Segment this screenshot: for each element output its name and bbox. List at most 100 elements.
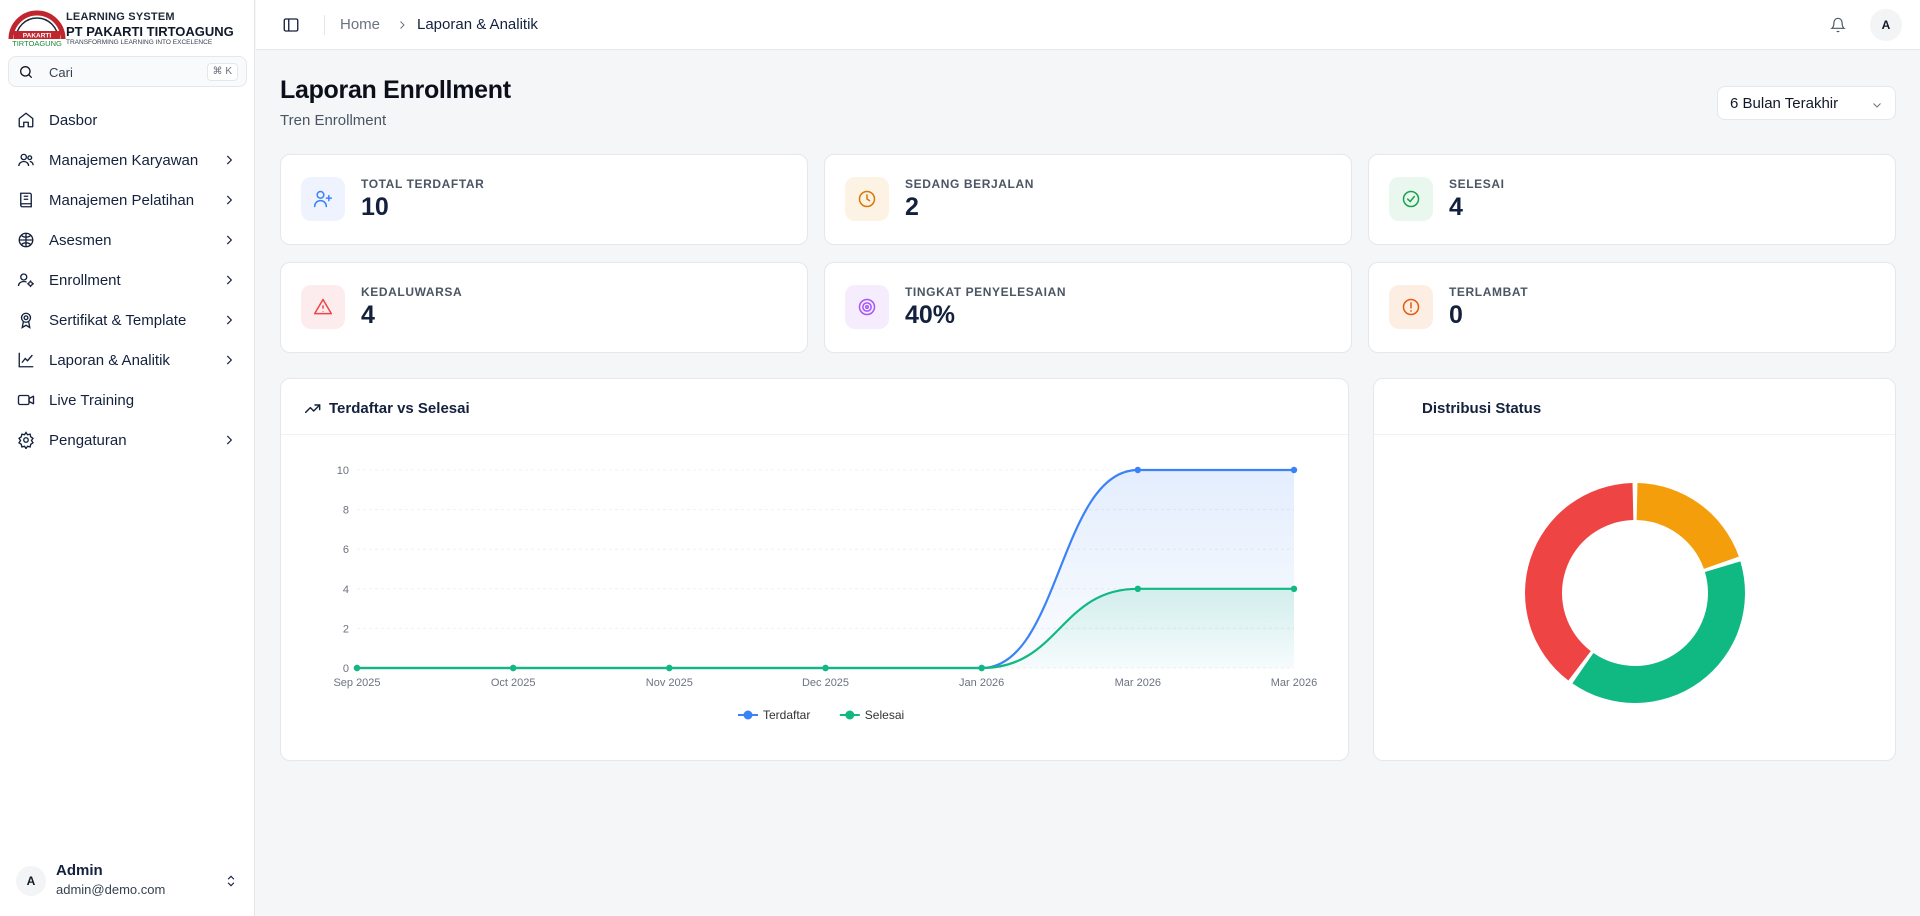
legend-swatch-dot [743, 710, 753, 720]
y-tick-label: 0 [343, 663, 349, 675]
stat-card-sedang-berjalan: SEDANG BERJALAN 2 [824, 154, 1352, 245]
series-area [357, 470, 1294, 668]
sidebar-item-pengaturan[interactable]: Pengaturan [8, 420, 248, 460]
svg-text:PAKARTI: PAKARTI [23, 33, 52, 40]
period-select[interactable]: 6 Bulan Terakhir [1717, 86, 1896, 120]
chevron-right-icon [226, 355, 233, 365]
clock-icon [858, 190, 876, 208]
donut-chart-title: Distribusi Status [1422, 400, 1542, 417]
line-chart-title: Terdaftar vs Selesai [329, 400, 470, 417]
period-select-value: 6 Bulan Terakhir [1730, 95, 1839, 112]
brand-tagline: TRANSFORMING LEARNING INTO EXCELENCE [66, 39, 213, 46]
check-circle-icon [1402, 190, 1420, 208]
user-name: Admin [56, 862, 103, 879]
target-icon [858, 298, 876, 316]
data-point [978, 664, 985, 672]
x-tick-label: Oct 2025 [491, 677, 536, 689]
search-placeholder: Cari [49, 65, 73, 80]
sidebar: PAKARTI TIRTOAGUNG LEARNING SYSTEM PT PA… [0, 0, 255, 916]
stat-label: SEDANG BERJALAN [905, 177, 1035, 191]
sidebar-item-dasbor[interactable]: Dasbor [8, 100, 248, 140]
search-icon [20, 66, 32, 78]
user-email: admin@demo.com [56, 882, 166, 897]
series-area [357, 588, 1294, 668]
stat-card-terlambat: TERLAMBAT 0 [1368, 262, 1896, 353]
donut-slice [1525, 483, 1634, 681]
stat-value: 4 [1449, 193, 1463, 221]
data-point [509, 664, 517, 672]
topbar: Home Laporan & Analitik A [256, 0, 1920, 50]
breadcrumb-current: Laporan & Analitik [417, 16, 538, 33]
search-input[interactable]: Cari ⌘ K [8, 56, 247, 87]
stat-value: 40% [905, 301, 956, 329]
stat-value: 0 [1449, 301, 1463, 329]
x-tick-label: Sep 2025 [333, 677, 380, 689]
avatar: A [16, 866, 46, 896]
brand-line2: PT PAKARTI TIRTOAGUNG [66, 24, 234, 39]
brand-logo[interactable]: PAKARTI TIRTOAGUNG LEARNING SYSTEM PT PA… [8, 9, 248, 47]
chevron-right-icon [226, 315, 233, 325]
stat-label: TINGKAT PENYELESAIAN [905, 285, 1067, 299]
donut-chart-card: Distribusi Status [1373, 378, 1896, 761]
sidebar-item-manajemen-karyawan[interactable]: Manajemen Karyawan [8, 140, 248, 180]
donut-slice [1636, 483, 1739, 569]
stat-label: TERLAMBAT [1449, 285, 1529, 299]
chevron-down-icon [1873, 103, 1881, 108]
award-icon [20, 312, 32, 329]
chevron-right-icon [400, 21, 405, 29]
legend-swatch-dot [845, 710, 855, 720]
data-point [666, 664, 673, 672]
stat-value: 2 [905, 193, 919, 221]
video-icon [17, 394, 35, 406]
alert-triangle-icon [313, 298, 333, 315]
data-point [1134, 585, 1142, 592]
legend-label: Terdaftar [763, 708, 810, 722]
avatar[interactable]: A [1870, 9, 1902, 41]
user-menu[interactable]: A Admin admin@demo.com [8, 860, 248, 904]
book-icon [20, 192, 32, 208]
chevrons-up-down-icon [227, 875, 235, 887]
stat-card-kedaluwarsa: KEDALUWARSA 4 [280, 262, 808, 353]
x-tick-label: Nov 2025 [646, 677, 693, 689]
sidebar-item-enrollment[interactable]: Enrollment [8, 260, 248, 300]
stat-card-total-terdaftar: TOTAL TERDAFTAR 10 [280, 154, 808, 245]
chevron-right-icon [226, 275, 233, 285]
sidebar-item-laporan-analitik[interactable]: Laporan & Analitik [8, 340, 248, 380]
sidebar-item-sertifikat-template[interactable]: Sertifikat & Template [8, 300, 248, 340]
sidebar-toggle-icon[interactable] [282, 16, 300, 34]
stat-card-tingkat-penyelesaian: TINGKAT PENYELESAIAN 40% [824, 262, 1352, 353]
data-point [353, 664, 361, 672]
line-chart-card: Terdaftar vs Selesai 0 2 4 6 8 10 Sep 2025 Oct … [280, 378, 1349, 761]
y-tick-label: 8 [343, 505, 349, 517]
settings-icon [18, 431, 34, 449]
legend-label: Selesai [865, 708, 904, 722]
alert-circle-icon [1402, 298, 1420, 316]
stat-value: 4 [361, 301, 375, 329]
chevron-right-icon [226, 155, 233, 165]
y-tick-label: 4 [343, 584, 349, 596]
breadcrumb-home[interactable]: Home [340, 16, 381, 33]
user-cog-icon [17, 273, 34, 288]
user-plus-icon [313, 190, 333, 208]
brain-icon [18, 232, 34, 248]
company-logo-icon: PAKARTI TIRTOAGUNG [8, 10, 66, 47]
page-title: Laporan Enrollment [280, 76, 511, 104]
svg-text:TIRTOAGUNG: TIRTOAGUNG [12, 39, 62, 47]
sidebar-item-asesmen[interactable]: Asesmen [8, 220, 248, 260]
sidebar-item-manajemen-pelatihan[interactable]: Manajemen Pelatihan [8, 180, 248, 220]
brand-line1: LEARNING SYSTEM [66, 11, 175, 23]
home-icon [18, 112, 34, 128]
bell-icon[interactable] [1830, 16, 1846, 34]
data-point [1134, 466, 1142, 474]
x-tick-label: Mar 2026 [1271, 677, 1317, 689]
stat-label: TOTAL TERDAFTAR [361, 177, 485, 191]
stat-label: KEDALUWARSA [361, 285, 463, 299]
users-icon [18, 153, 34, 167]
sidebar-item-live-training[interactable]: Live Training [8, 380, 248, 420]
line-chart: 0 2 4 6 8 10 Sep 2025 Oct 2025 Nov 2025 Dec 2025 J… [333, 465, 1317, 722]
stat-card-selesai: SELESAI 4 [1368, 154, 1896, 245]
donut-chart [1525, 483, 1745, 703]
data-point [1290, 585, 1298, 592]
search-shortcut: ⌘ K [206, 63, 238, 81]
divider [324, 15, 325, 35]
